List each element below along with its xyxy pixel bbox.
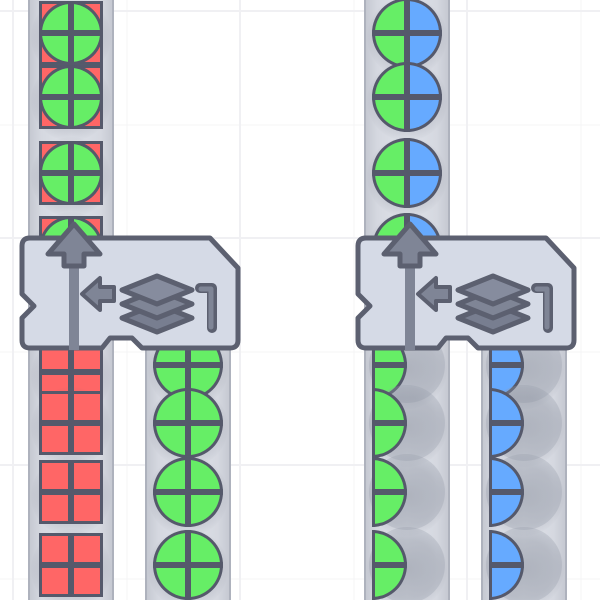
- shape-half-circle: [337, 530, 407, 600]
- shape-quadrant: [71, 33, 103, 65]
- tier-badge: [195, 283, 217, 333]
- shape-square: [39, 533, 103, 597]
- shape-quadrant: [71, 423, 103, 455]
- arrow-left-icon: [416, 276, 452, 312]
- direction-shaft: [69, 246, 79, 350]
- shape-circle-split: [372, 62, 442, 132]
- arrow-left-icon: [80, 276, 116, 312]
- shape-quadrant: [188, 457, 223, 492]
- arrow-up-icon: [45, 221, 103, 269]
- shape-quadrant: [372, 565, 407, 600]
- shape-half-circle: [337, 388, 407, 458]
- shape-quadrant: [71, 533, 103, 565]
- shape-quadrant: [372, 530, 407, 565]
- shape-quadrant: [407, 0, 442, 33]
- shape-quadrant: [188, 565, 223, 600]
- shape-quadrant: [39, 533, 71, 565]
- shape-square: [39, 391, 103, 455]
- shape-quadrant: [153, 457, 188, 492]
- shape-half-circle: [454, 388, 524, 458]
- shape-quadrant: [188, 492, 223, 527]
- shape-quadrant: [39, 141, 71, 173]
- shape-quadrant: [372, 388, 407, 423]
- shape-quadrant: [489, 565, 524, 600]
- shape-quadrant: [71, 460, 103, 492]
- shape-quadrant: [39, 565, 71, 597]
- building-stacker-left[interactable]: [14, 221, 246, 356]
- shape-quadrant: [39, 97, 71, 129]
- shape-quadrant: [39, 1, 71, 33]
- shape-quadrant: [188, 530, 223, 565]
- shape-circle-split: [372, 0, 442, 68]
- shape-circle: [39, 141, 103, 205]
- building-stacker-right[interactable]: [350, 221, 582, 356]
- shape-quadrant: [71, 141, 103, 173]
- shape-quadrant: [407, 138, 442, 173]
- shape-quadrant: [407, 97, 442, 132]
- shape-quadrant: [372, 492, 407, 527]
- shape-quadrant: [71, 565, 103, 597]
- shape-quadrant: [489, 492, 524, 527]
- shape-quadrant: [153, 530, 188, 565]
- shape-half-circle: [454, 457, 524, 527]
- shape-quadrant: [372, 0, 407, 33]
- shape-quadrant: [71, 492, 103, 524]
- shape-quadrant: [39, 65, 71, 97]
- shape-circle: [153, 530, 223, 600]
- shape-half-circle: [337, 457, 407, 527]
- shape-circle: [39, 65, 103, 129]
- shape-quadrant: [188, 388, 223, 423]
- layers-icon: [119, 273, 195, 335]
- shape-quadrant: [372, 173, 407, 208]
- shape-quadrant: [71, 1, 103, 33]
- shape-quadrant: [372, 138, 407, 173]
- shape-half-circle: [454, 530, 524, 600]
- shape-quadrant: [489, 457, 524, 492]
- shape-quadrant: [489, 423, 524, 458]
- shape-quadrant: [71, 173, 103, 205]
- shape-quadrant: [153, 388, 188, 423]
- shape-circle: [39, 1, 103, 65]
- tier-badge: [531, 283, 553, 333]
- shape-quadrant: [372, 457, 407, 492]
- shape-quadrant: [71, 391, 103, 423]
- shape-quadrant: [153, 423, 188, 458]
- shape-quadrant: [188, 423, 223, 458]
- shape-circle-split: [372, 138, 442, 208]
- layers-icon: [455, 273, 531, 335]
- direction-shaft: [405, 246, 415, 350]
- shape-quadrant: [372, 423, 407, 458]
- shape-quadrant: [71, 97, 103, 129]
- shape-quadrant: [489, 530, 524, 565]
- shape-square: [39, 460, 103, 524]
- arrow-up-icon: [381, 221, 439, 269]
- shape-quadrant: [71, 65, 103, 97]
- shape-quadrant: [407, 173, 442, 208]
- shape-quadrant: [39, 460, 71, 492]
- shape-quadrant: [372, 62, 407, 97]
- shape-circle: [153, 457, 223, 527]
- shape-circle: [153, 388, 223, 458]
- shape-quadrant: [489, 388, 524, 423]
- shape-quadrant: [372, 97, 407, 132]
- shape-quadrant: [153, 565, 188, 600]
- shape-quadrant: [407, 62, 442, 97]
- shape-quadrant: [39, 391, 71, 423]
- shape-quadrant: [39, 423, 71, 455]
- shape-quadrant: [153, 492, 188, 527]
- shape-quadrant: [39, 492, 71, 524]
- shape-quadrant: [39, 173, 71, 205]
